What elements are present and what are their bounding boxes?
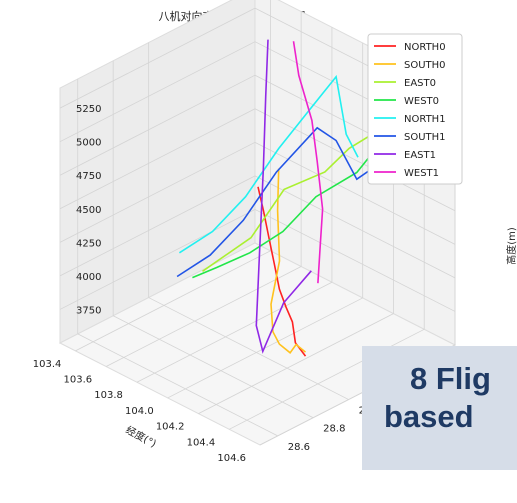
legend-entry: NORTH1 [404, 114, 446, 125]
grid-z-left [254, 108, 456, 212]
legend: NORTH0 SOUTH0 EAST0 WEST0 NORTH1 SOUTH1 EAST1 W… [367, 33, 463, 185]
x-tick-label: 103.8 [94, 390, 123, 401]
legend-entry: WEST0 [404, 96, 439, 107]
x-tick-label: 104.2 [156, 422, 185, 433]
grid-z-right [59, 74, 256, 176]
z-tick-label: 5250 [76, 104, 101, 115]
x-tick-label: 103.4 [33, 359, 62, 370]
caption-overlay: 8 Flig based [362, 346, 517, 470]
caption-line-1: 8 Flig [410, 361, 491, 396]
grid-z-right [59, 209, 256, 310]
z-tick-label: 4750 [76, 171, 101, 182]
grid-x-floor [105, 266, 302, 367]
x-tick-label: 104.4 [187, 437, 216, 448]
z-tick-label: 4000 [76, 272, 101, 283]
series-line-east1 [255, 39, 312, 354]
z-tick-label: 5000 [76, 138, 101, 149]
x-axis-label: 经度(°) [124, 423, 159, 450]
x-tick-label: 104.0 [125, 406, 154, 417]
legend-entry: SOUTH0 [404, 60, 446, 71]
legend-entry: EAST0 [404, 78, 436, 89]
legend-box [367, 33, 463, 185]
grid-z-right [59, 41, 256, 143]
grid-z-right [59, 108, 256, 210]
x-tick-label: 103.6 [64, 375, 93, 386]
grid-y-floor [148, 297, 349, 400]
series-line-west1 [292, 41, 324, 284]
grid-x-floor [75, 250, 271, 352]
z-tick-label: 4500 [76, 205, 101, 216]
legend-entry: NORTH0 [404, 42, 446, 53]
grid-x-floor [229, 328, 425, 430]
y-tick-label: 28.6 [288, 442, 310, 453]
grid-x-floor [198, 313, 394, 414]
series-line-north0 [257, 186, 307, 357]
caption-line-2: based [384, 399, 474, 434]
grid-x-floor [167, 297, 363, 399]
z-tick-label: 4250 [76, 238, 101, 249]
legend-entry: EAST1 [404, 150, 436, 161]
y-tick-label: 28.8 [323, 424, 345, 435]
series-line-south1 [176, 126, 382, 278]
legend-entry: WEST1 [404, 168, 439, 179]
grid-z-right [59, 141, 256, 243]
legend-entry: SOUTH1 [404, 132, 446, 143]
grid-x-floor [136, 281, 333, 383]
x-tick-label: 104.6 [217, 453, 246, 464]
grid-z-right [59, 175, 256, 277]
grid-z-right [59, 7, 256, 109]
series-line-north1 [178, 74, 359, 254]
grid-z-left [254, 175, 456, 279]
z-tick-label: 3750 [76, 305, 101, 316]
grid-y-floor [77, 333, 278, 437]
series-line-south0 [270, 168, 307, 354]
grid-y-floor [113, 315, 314, 419]
z-axis-label: 高度(m) [505, 227, 517, 265]
